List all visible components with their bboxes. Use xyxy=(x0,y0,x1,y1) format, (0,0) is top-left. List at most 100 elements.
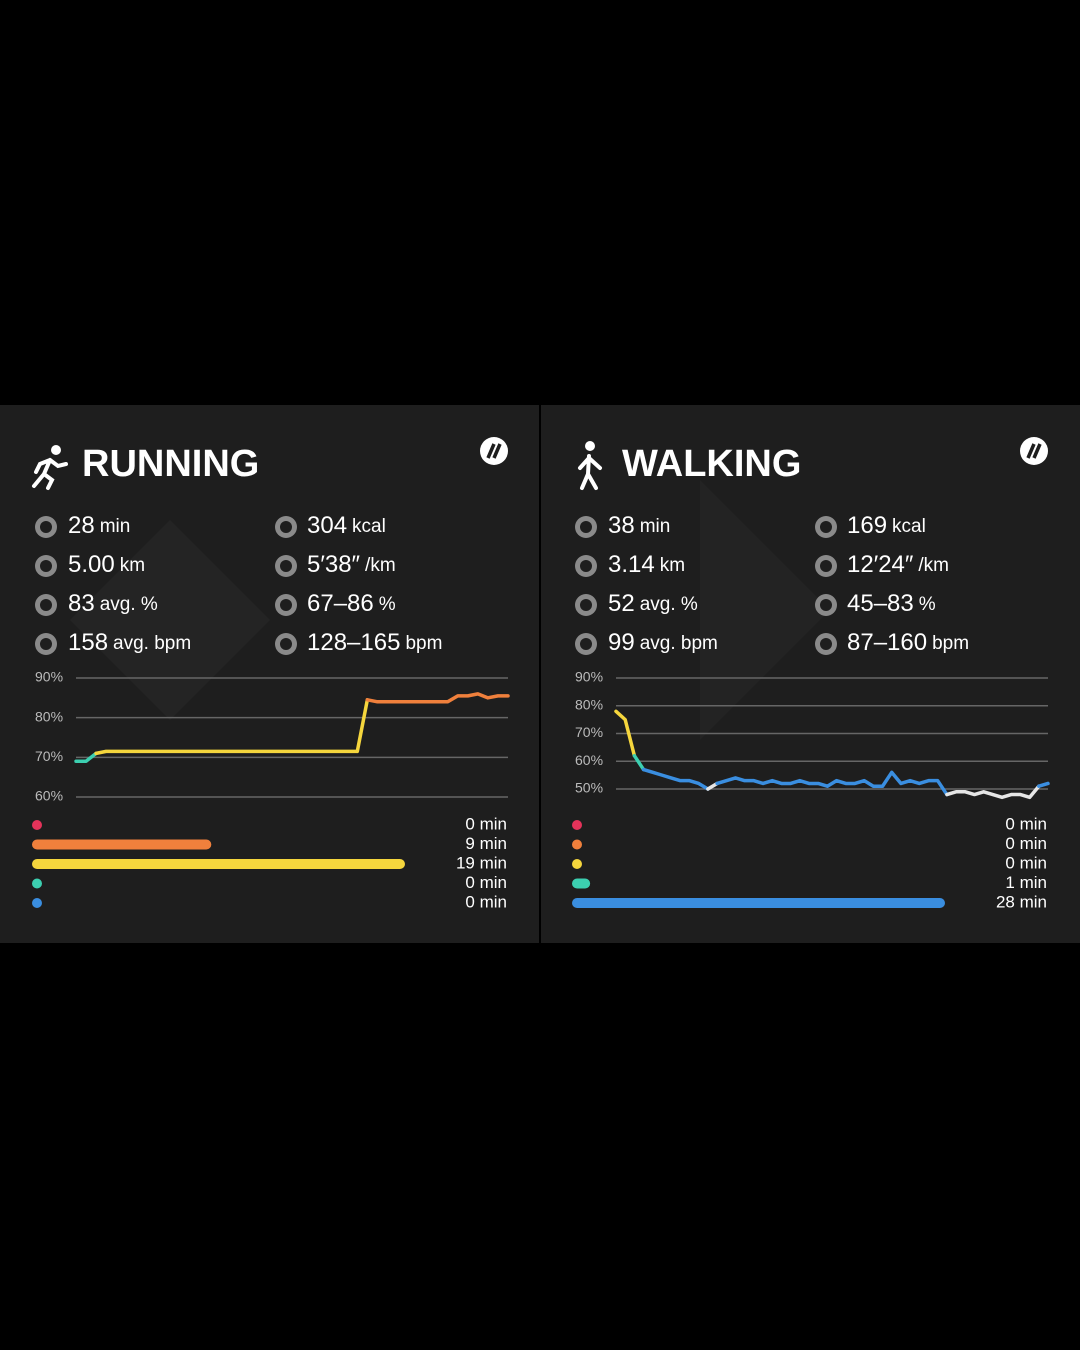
brand-logo xyxy=(480,437,1048,465)
zone-label: 9 min xyxy=(465,834,507,853)
hr-line xyxy=(614,709,637,758)
stat-value: 99 xyxy=(608,629,635,656)
zone-label: 0 min xyxy=(465,814,507,833)
hr-line xyxy=(706,781,719,791)
zone-dot xyxy=(572,859,582,869)
card-title: WALKING xyxy=(622,443,801,485)
stat-value: 38 xyxy=(608,512,635,539)
stat: 67–86% xyxy=(307,590,396,617)
stat-value: 128–165 xyxy=(307,629,400,656)
stat-unit: bpm xyxy=(405,633,442,654)
stat-icon-inner xyxy=(40,599,52,611)
stat-value: 67–86 xyxy=(307,590,374,617)
hr-line xyxy=(365,692,510,704)
stat-value: 12′24″ xyxy=(847,551,914,578)
stat-unit: min xyxy=(100,516,131,537)
stat-icon-inner xyxy=(820,560,832,572)
y-tick-label: 70% xyxy=(35,748,63,764)
stat-icon-inner xyxy=(280,599,292,611)
card-bg xyxy=(0,405,539,943)
stat-icon-inner xyxy=(280,638,292,650)
stat-value: 45–83 xyxy=(847,590,914,617)
stat: 5′38″/km xyxy=(307,551,396,578)
y-tick-label: 50% xyxy=(575,780,603,796)
stat-unit: km xyxy=(660,555,685,576)
stat-icon-inner xyxy=(580,599,592,611)
stat-unit: avg. bpm xyxy=(640,633,718,654)
stat: 87–160 bpm xyxy=(847,629,969,656)
stat-unit: kcal xyxy=(892,516,926,537)
stat-unit: min xyxy=(640,516,671,537)
zone-dot xyxy=(32,878,42,889)
running-icon xyxy=(32,445,68,490)
zone-label: 19 min xyxy=(456,853,507,872)
stat: 28 min xyxy=(68,512,130,539)
stat-unit: kcal xyxy=(352,516,386,537)
hr-line xyxy=(632,753,646,772)
stat-icon-inner xyxy=(40,521,52,533)
stat-unit: % xyxy=(379,594,396,615)
hr-line xyxy=(94,698,370,756)
y-tick-label: 90% xyxy=(35,669,63,685)
stat-value: 5′38″ xyxy=(307,551,361,578)
stat-value: 87–160 xyxy=(847,629,927,656)
stat: 38 min xyxy=(608,512,670,539)
stat: 12′24″/km xyxy=(847,551,949,578)
stat-icon-inner xyxy=(580,521,592,533)
stat-icon-inner xyxy=(820,638,832,650)
y-tick-label: 70% xyxy=(575,724,603,740)
stat-icon-inner xyxy=(40,638,52,650)
zone-dot xyxy=(32,898,42,908)
stat-icon-inner xyxy=(820,521,832,533)
stat: 3.14 km xyxy=(608,551,685,578)
stat-unit: /km xyxy=(918,555,949,576)
stat-value: 28 xyxy=(68,512,95,539)
stat-value: 3.14 xyxy=(608,551,655,578)
zone-label: 28 min xyxy=(996,892,1047,911)
pattern xyxy=(700,480,830,740)
zone-label: 0 min xyxy=(465,892,507,911)
walking-icon xyxy=(578,441,602,490)
stat-unit: avg. % xyxy=(640,594,698,615)
y-tick-label: 60% xyxy=(35,788,63,804)
stat-icon-inner xyxy=(580,560,592,572)
stat: 304 kcal xyxy=(307,512,386,539)
stat-value: 158 xyxy=(68,629,108,656)
zone-dot xyxy=(32,820,42,830)
stat: 158 avg. bpm xyxy=(68,629,191,656)
y-tick-label: 60% xyxy=(575,752,603,768)
stat: 83 avg. % xyxy=(68,590,158,617)
stat: 5.00 km xyxy=(68,551,145,578)
card-title: RUNNING xyxy=(82,443,259,485)
stat: 169 kcal xyxy=(847,512,926,539)
stat-unit: % xyxy=(919,594,936,615)
card-bg xyxy=(541,405,1080,943)
stat-unit: km xyxy=(120,555,145,576)
stat-unit: avg. % xyxy=(100,594,158,615)
zone-dot xyxy=(572,820,582,830)
hr-line xyxy=(1037,781,1050,788)
stat: 128–165 bpm xyxy=(307,629,442,656)
stat-value: 5.00 xyxy=(68,551,115,578)
stat: 52 avg. % xyxy=(608,590,698,617)
zone-label: 0 min xyxy=(1005,834,1047,853)
stat-unit: bpm xyxy=(932,633,969,654)
stat-icon-inner xyxy=(280,521,292,533)
zone-dot xyxy=(572,839,582,850)
y-tick-label: 90% xyxy=(575,669,603,685)
stat: 99 avg. bpm xyxy=(608,629,718,656)
stat-unit: avg. bpm xyxy=(113,633,191,654)
zone-label: 0 min xyxy=(1005,814,1047,833)
stat-value: 169 xyxy=(847,512,887,539)
stat-value: 304 xyxy=(307,512,347,539)
stat-value: 83 xyxy=(68,590,95,617)
hr-line xyxy=(715,770,949,797)
y-tick-label: 80% xyxy=(35,708,63,724)
zone-label: 0 min xyxy=(465,873,507,892)
zone-label: 0 min xyxy=(1005,853,1047,872)
stat-icon-inner xyxy=(580,638,592,650)
stat-unit: /km xyxy=(365,555,396,576)
stat-icon-inner xyxy=(280,560,292,572)
stat-icon-inner xyxy=(820,599,832,611)
